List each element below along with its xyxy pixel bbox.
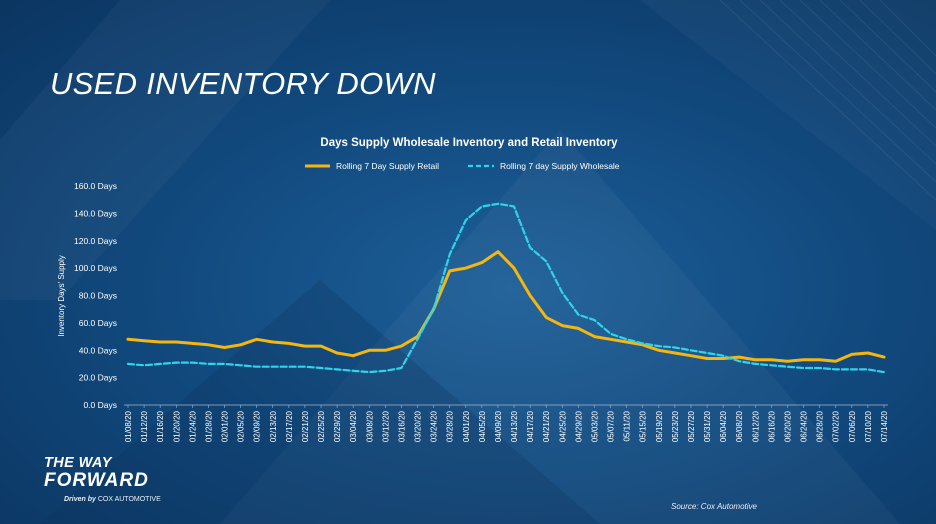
logo-line-2: FORWARD <box>44 470 149 491</box>
x-tick-label: 04/29/20 <box>574 410 583 442</box>
x-tick-label: 07/02/20 <box>832 410 841 442</box>
x-tick-label: 01/24/20 <box>188 410 197 442</box>
logo-driven-by: Driven by <box>64 496 96 503</box>
legend-label-retail: Rolling 7 Day Supply Retail <box>336 161 439 171</box>
x-tick-label: 06/12/20 <box>751 410 760 442</box>
x-tick-label: 03/04/20 <box>349 410 358 442</box>
x-tick-label: 05/23/20 <box>671 410 680 442</box>
y-axis: 0.0 Days 20.0 Days 40.0 Days 60.0 Days 80.0 … <box>74 181 117 410</box>
x-tick-label: 05/19/20 <box>655 410 664 442</box>
x-tick-label: 05/11/20 <box>623 410 632 441</box>
x-axis: 01/08/20 01/12/20 01/16/20 01/20/20 01/24/20… <box>124 404 889 442</box>
x-tick-label: 06/20/20 <box>783 410 792 442</box>
x-tick-label: 06/16/20 <box>767 410 776 442</box>
y-tick-label: 60.0 Days <box>79 318 117 328</box>
y-tick-label: 140.0 Days <box>74 208 117 218</box>
x-tick-label: 04/09/20 <box>494 410 503 442</box>
logo-line-1: THE WAY <box>44 455 112 471</box>
y-tick-label: 120.0 Days <box>74 236 117 246</box>
x-tick-label: 02/21/20 <box>301 410 310 442</box>
x-tick-label: 05/03/20 <box>590 410 599 442</box>
x-tick-label: 02/05/20 <box>237 410 246 442</box>
x-tick-label: 06/24/20 <box>800 410 809 442</box>
x-tick-label: 01/28/20 <box>204 410 213 442</box>
x-tick-label: 06/08/20 <box>735 410 744 442</box>
x-tick-label: 02/09/20 <box>253 410 262 442</box>
legend-label-wholesale: Rolling 7 day Supply Wholesale <box>500 161 620 171</box>
y-tick-label: 0.0 Days <box>83 400 117 410</box>
x-tick-label: 01/08/20 <box>124 410 133 442</box>
x-tick-label: 06/28/20 <box>816 410 825 442</box>
x-tick-label: 03/08/20 <box>365 410 374 442</box>
source-note: Source: Cox Automotive <box>671 502 757 511</box>
y-tick-label: 20.0 Days <box>79 373 117 383</box>
x-tick-label: 05/07/20 <box>607 410 616 442</box>
x-tick-label: 03/28/20 <box>446 410 455 442</box>
logo-tagline: Driven by COX AUTOMOTIVE <box>64 496 161 503</box>
x-tick-label: 04/05/20 <box>478 410 487 442</box>
x-tick-label: 01/20/20 <box>172 410 181 442</box>
y-tick-label: 100.0 Days <box>74 263 117 273</box>
x-tick-label: 03/24/20 <box>430 410 439 442</box>
chart-legend: Rolling 7 Day Supply Retail Rolling 7 da… <box>305 161 620 171</box>
x-tick-label: 07/06/20 <box>848 410 857 442</box>
y-tick-label: 80.0 Days <box>79 291 117 301</box>
x-tick-label: 06/04/20 <box>719 410 728 442</box>
x-tick-label: 03/12/20 <box>381 410 390 442</box>
x-tick-label: 04/25/20 <box>558 410 567 442</box>
y-axis-label: Inventory Days' Supply <box>57 255 66 337</box>
chart-title: Days Supply Wholesale Inventory and Reta… <box>320 137 618 149</box>
x-tick-label: 02/17/20 <box>285 410 294 442</box>
x-tick-label: 02/01/20 <box>221 410 230 442</box>
slide-title: USED INVENTORY DOWN <box>50 66 436 101</box>
x-tick-label: 01/16/20 <box>156 410 165 442</box>
x-tick-label: 02/25/20 <box>317 410 326 442</box>
x-tick-label: 07/10/20 <box>864 410 873 442</box>
series-line-wholesale <box>126 202 886 374</box>
x-tick-label: 03/16/20 <box>397 410 406 442</box>
the-way-forward-logo: THE WAY FORWARD Driven by COX AUTOMOTIVE <box>44 455 161 503</box>
x-tick-label: 03/20/20 <box>414 410 423 442</box>
series-line-retail <box>126 250 886 363</box>
x-tick-label: 05/15/20 <box>639 410 648 442</box>
x-tick-label: 05/27/20 <box>687 410 696 442</box>
x-tick-label: 01/12/20 <box>140 410 149 442</box>
series-layer <box>126 202 886 374</box>
x-tick-label: 02/29/20 <box>333 410 342 442</box>
x-tick-label: 05/31/20 <box>703 410 712 442</box>
y-tick-label: 40.0 Days <box>79 345 117 355</box>
x-tick-label: 04/17/20 <box>526 410 535 442</box>
y-tick-label: 160.0 Days <box>74 181 117 191</box>
x-tick-label: 04/01/20 <box>462 410 471 442</box>
x-tick-label: 07/14/20 <box>880 410 889 442</box>
x-tick-label: 04/21/20 <box>542 410 551 442</box>
logo-brand: COX AUTOMOTIVE <box>97 496 161 503</box>
x-tick-label: 04/13/20 <box>510 410 519 442</box>
x-tick-label: 02/13/20 <box>269 410 278 442</box>
